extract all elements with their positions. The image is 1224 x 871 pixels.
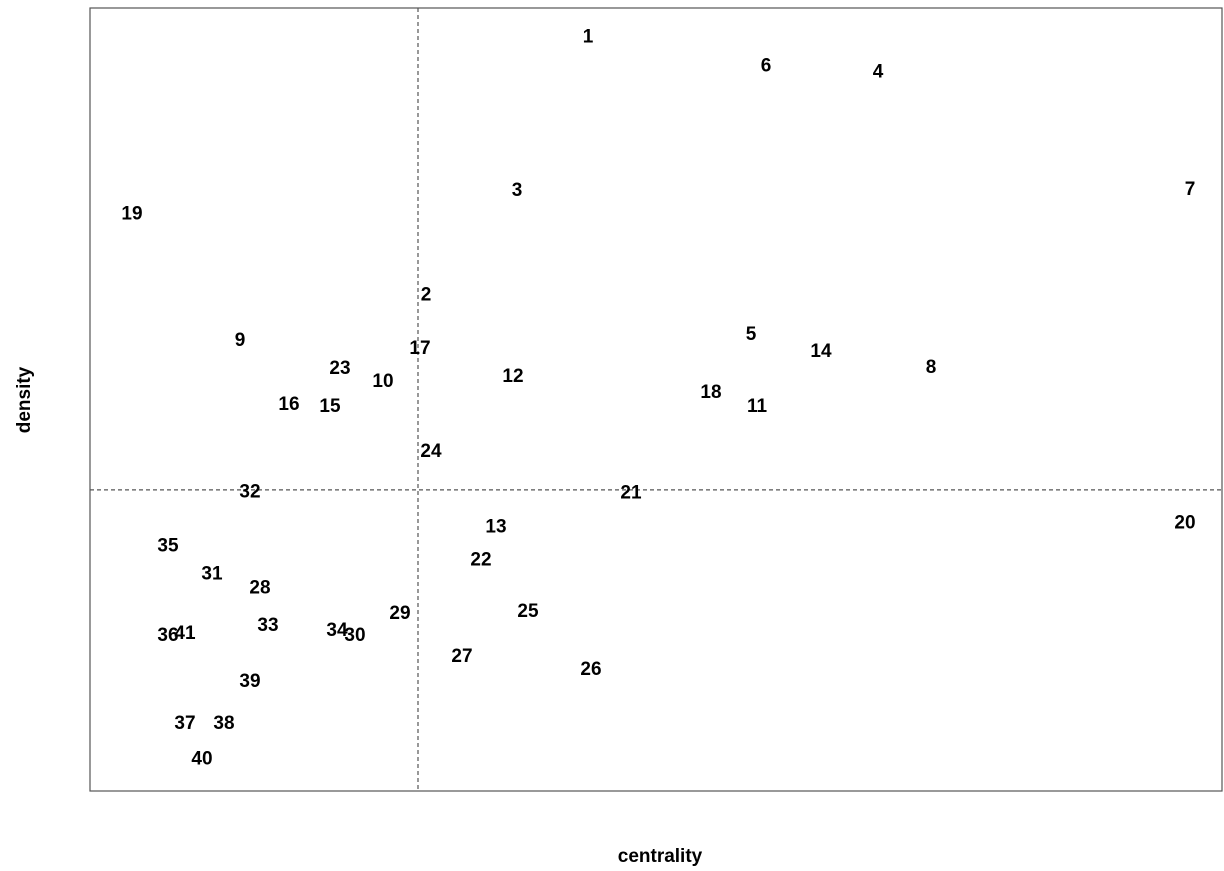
point-label-23: 23 — [329, 358, 350, 379]
point-label-34: 34 — [326, 620, 348, 641]
point-label-39: 39 — [239, 671, 260, 692]
points-layer: 1234567891011121314151617181920212223242… — [121, 27, 1195, 770]
point-label-9: 9 — [235, 330, 246, 351]
point-label-32: 32 — [239, 481, 260, 502]
point-label-37: 37 — [174, 713, 195, 734]
point-label-4: 4 — [873, 62, 884, 83]
point-label-22: 22 — [470, 550, 491, 571]
point-label-21: 21 — [620, 482, 642, 503]
plot-frame — [89, 7, 1223, 792]
point-label-7: 7 — [1185, 179, 1196, 200]
point-label-8: 8 — [926, 357, 937, 378]
point-label-36: 36 — [157, 625, 178, 646]
point-label-11: 11 — [747, 396, 768, 417]
point-label-25: 25 — [517, 601, 539, 622]
point-label-35: 35 — [157, 536, 179, 557]
point-label-41: 41 — [174, 623, 196, 644]
point-label-30: 30 — [344, 625, 365, 646]
point-label-38: 38 — [213, 713, 234, 734]
point-label-29: 29 — [389, 603, 410, 624]
point-label-5: 5 — [746, 324, 757, 345]
point-label-10: 10 — [372, 371, 393, 392]
point-label-3: 3 — [512, 180, 523, 201]
point-label-28: 28 — [249, 578, 270, 599]
point-label-6: 6 — [761, 56, 772, 77]
point-label-31: 31 — [201, 564, 223, 585]
point-label-13: 13 — [485, 517, 506, 538]
point-label-17: 17 — [409, 338, 430, 359]
point-label-33: 33 — [257, 615, 278, 636]
point-label-24: 24 — [420, 441, 442, 462]
point-label-15: 15 — [319, 396, 341, 417]
point-label-26: 26 — [580, 659, 601, 680]
point-label-2: 2 — [421, 285, 432, 306]
point-label-27: 27 — [451, 646, 472, 667]
point-label-19: 19 — [121, 203, 142, 224]
point-label-40: 40 — [191, 748, 212, 769]
point-label-1: 1 — [583, 27, 594, 48]
x-axis-title: centrality — [618, 846, 703, 867]
point-label-20: 20 — [1174, 513, 1195, 534]
point-label-12: 12 — [502, 366, 523, 387]
y-axis-title: density — [14, 366, 35, 433]
point-label-16: 16 — [278, 394, 299, 415]
point-label-14: 14 — [810, 341, 832, 362]
point-label-18: 18 — [700, 382, 721, 403]
